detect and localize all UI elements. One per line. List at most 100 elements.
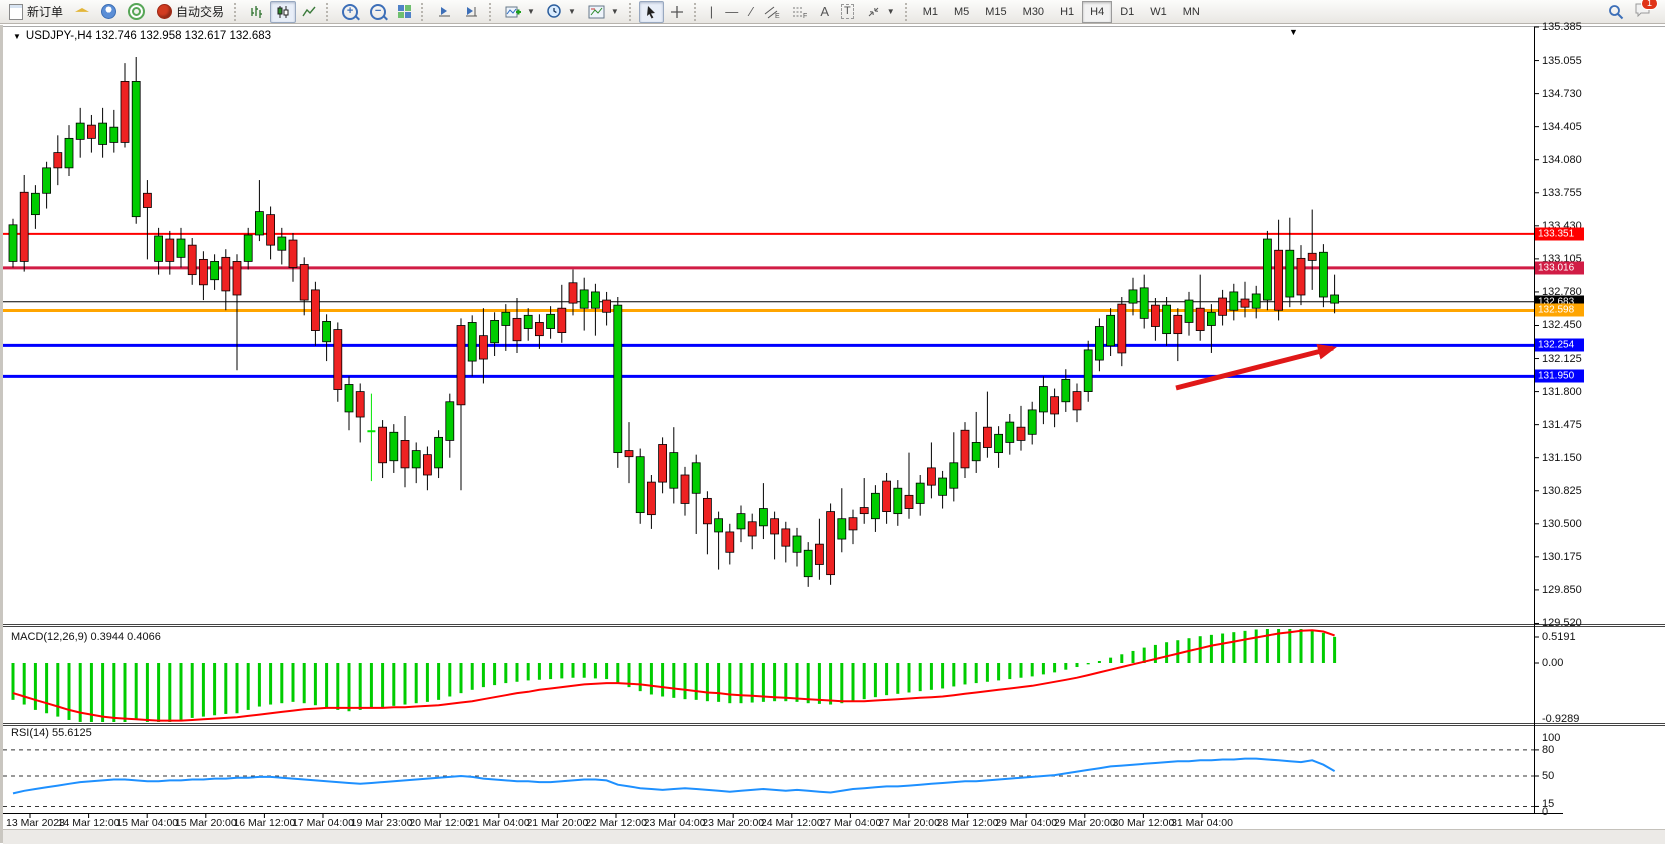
candle[interactable] [210,254,220,290]
candle[interactable] [344,376,354,431]
search-icon[interactable] [1608,4,1624,20]
candle[interactable] [591,283,600,336]
candle[interactable] [131,57,141,224]
timeframe-W1[interactable]: W1 [1150,5,1167,18]
candle[interactable] [400,416,410,488]
new-order-button[interactable]: 新订单 [3,1,69,23]
candle[interactable] [927,442,936,499]
candle[interactable] [904,452,914,519]
candle[interactable] [971,411,981,473]
candle[interactable] [949,432,959,502]
candle[interactable] [1285,217,1295,308]
candle[interactable] [1240,281,1250,318]
candle[interactable] [546,306,555,339]
timeframe-M5[interactable]: M5 [953,5,970,18]
timeframe-H4[interactable]: H4 [1082,0,1113,23]
candle[interactable] [792,527,802,567]
candle[interactable] [422,446,432,491]
candle[interactable] [691,454,701,534]
candle[interactable] [1218,289,1227,326]
candle[interactable] [19,174,29,272]
candle[interactable] [456,318,466,491]
candle[interactable] [1050,388,1059,428]
vline-tool-button[interactable]: | [704,1,719,23]
candle[interactable] [243,227,253,270]
market-depth-button[interactable] [69,1,95,23]
candle[interactable] [277,227,287,265]
candle[interactable] [669,427,679,504]
candle[interactable] [1195,274,1205,341]
timeframe-H1[interactable]: H1 [1060,5,1075,18]
candle[interactable] [30,185,40,229]
candle[interactable] [288,232,298,282]
candle[interactable] [1039,376,1048,425]
candle[interactable] [579,277,589,331]
candle[interactable] [1061,369,1071,412]
candle[interactable] [1095,318,1104,372]
candle[interactable] [535,314,544,349]
candle[interactable] [378,420,388,479]
candle[interactable] [703,491,712,555]
candle[interactable] [478,308,488,384]
candle[interactable] [1083,340,1093,402]
candle[interactable] [254,180,264,242]
candle[interactable] [1263,230,1272,311]
candle[interactable] [938,470,947,509]
candle[interactable] [142,180,152,260]
chart-title-collapse-icon[interactable]: ▼ [13,31,21,41]
candle[interactable] [983,391,992,458]
candle[interactable] [98,107,107,158]
candle[interactable] [647,474,656,529]
candle[interactable] [1184,291,1194,336]
zoom-out-button[interactable]: − [364,1,392,23]
candle[interactable] [893,480,903,526]
candle[interactable] [299,257,309,316]
candle[interactable] [1117,297,1127,367]
candle[interactable] [322,314,332,362]
candle[interactable] [994,426,1003,468]
candle[interactable] [1027,401,1037,445]
candle[interactable] [680,466,690,516]
candle[interactable] [1319,244,1328,308]
candle[interactable] [1072,383,1082,423]
candle[interactable] [859,478,869,524]
candle[interactable] [1128,277,1138,316]
period-button[interactable]: ▼ [541,1,582,23]
timeframe-M15[interactable]: M15 [985,5,1007,18]
chart-plot[interactable] [3,25,1665,843]
candle[interactable] [523,308,533,341]
candle[interactable] [1296,245,1306,306]
profile-button[interactable] [95,1,122,23]
candle[interactable] [848,509,858,545]
timeframe-M1[interactable]: M1 [922,5,938,18]
arrows-tool-button[interactable]: ▼ [860,1,901,23]
candle[interactable] [389,424,399,473]
timeframe-MN[interactable]: MN [1182,5,1200,18]
candle[interactable] [221,249,231,311]
timeframe-M30[interactable]: M30 [1022,5,1045,18]
candle[interactable] [960,422,970,479]
candle[interactable] [781,521,791,563]
candle[interactable] [826,503,835,585]
candle[interactable] [176,227,186,268]
candle[interactable] [770,511,779,560]
candle[interactable] [602,291,611,326]
candle[interactable] [1151,298,1160,341]
candle[interactable] [871,485,880,532]
candle[interactable] [266,206,276,260]
candle[interactable] [75,107,85,158]
text-label-tool-button[interactable]: T [835,1,860,23]
candle[interactable] [736,505,746,543]
candle[interactable] [501,304,511,351]
candle[interactable] [1106,308,1115,356]
templates-button[interactable]: ▼ [582,1,625,23]
candle[interactable] [1307,209,1317,290]
candle[interactable] [1173,308,1183,362]
fibonacci-tool-button[interactable]: F [786,1,814,23]
candle[interactable] [467,315,477,377]
candle[interactable] [1139,274,1149,329]
candle[interactable] [1162,297,1171,346]
candle[interactable] [815,518,824,580]
candle[interactable] [557,284,567,343]
chat-button[interactable]: 1 [1634,0,1658,22]
